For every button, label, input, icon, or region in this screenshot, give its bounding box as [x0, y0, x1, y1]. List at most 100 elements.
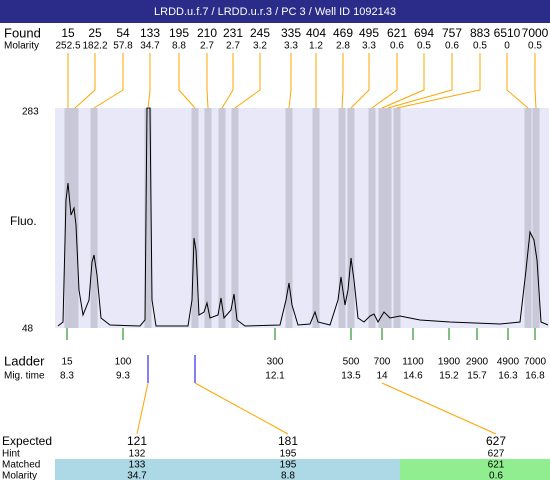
peak-band — [384, 108, 392, 328]
peak-band — [64, 108, 72, 328]
ladder-size: 7000 — [524, 357, 547, 368]
matched-bg — [55, 459, 400, 471]
expected-hint: 132 — [129, 449, 146, 460]
peak-molarity: 182.2 — [82, 41, 107, 52]
peak-connector — [178, 53, 196, 109]
peak-connector — [221, 53, 234, 109]
expected-expected: 181 — [278, 434, 298, 448]
peak-size: 621 — [387, 26, 407, 40]
peak-connector — [234, 53, 261, 109]
peak-molarity: 0.5 — [417, 41, 431, 52]
ladder-time: 9.3 — [116, 371, 130, 382]
peak-band — [378, 108, 386, 328]
molarity-label: Molarity — [4, 41, 39, 52]
peak-connector — [147, 53, 151, 109]
connector — [136, 382, 149, 435]
expected-molarity: 8.8 — [281, 471, 295, 480]
expected-matched: 621 — [488, 460, 505, 471]
peak-size: 15 — [61, 26, 75, 40]
peak-band — [347, 108, 355, 328]
ladder-time: 13.5 — [341, 371, 361, 382]
peak-connector — [371, 53, 398, 109]
peak-size: 6510 — [494, 26, 521, 40]
peak-size: 54 — [116, 26, 130, 40]
expected-molarity: 34.7 — [127, 471, 147, 480]
peak-molarity: 0.5 — [473, 41, 487, 52]
peak-size: 25 — [88, 26, 102, 40]
ladder-time: 16.3 — [498, 371, 518, 382]
row-label: Matched — [2, 460, 40, 471]
peak-band — [204, 108, 212, 328]
peak-molarity: 3.3 — [284, 41, 298, 52]
peak-band — [191, 108, 199, 328]
peak-size: 495 — [359, 26, 379, 40]
peak-molarity: 57.8 — [113, 41, 133, 52]
peak-band — [368, 108, 376, 328]
peak-band — [393, 108, 401, 328]
peak-band — [285, 108, 293, 328]
peak-connector — [381, 53, 425, 109]
peak-connector — [506, 53, 529, 109]
ladder-time: 16.8 — [525, 371, 545, 382]
y-max: 283 — [22, 107, 39, 118]
ladder-time: 15.7 — [467, 371, 487, 382]
peak-band — [532, 108, 540, 328]
row-label: Expected — [2, 434, 52, 448]
peak-band — [338, 108, 346, 328]
ladder-size: 1100 — [402, 357, 424, 368]
ladder-time: 8.3 — [60, 371, 74, 382]
peak-connector — [206, 53, 209, 109]
ladder-size: 300 — [267, 357, 284, 368]
peak-size: 231 — [223, 26, 243, 40]
peak-molarity: 252.5 — [55, 41, 80, 52]
title-bar — [0, 0, 550, 23]
ladder-size: 500 — [343, 357, 360, 368]
peak-size: 210 — [197, 26, 217, 40]
peak-band — [144, 108, 152, 328]
peak-connector — [93, 53, 124, 109]
peak-size: 195 — [169, 26, 189, 40]
peak-size: 335 — [281, 26, 301, 40]
expected-matched: 133 — [129, 460, 146, 471]
ladder-time: 15.2 — [439, 371, 459, 382]
ladder-time: 12.1 — [265, 371, 285, 382]
peak-size: 7000 — [522, 26, 549, 40]
peak-band — [231, 108, 239, 328]
ladder-time: 14.6 — [403, 371, 423, 382]
y-label: Fluo. — [10, 214, 37, 228]
ladder-size: 1900 — [438, 357, 461, 368]
peak-connector — [387, 53, 453, 109]
plot-area — [55, 108, 549, 328]
peak-molarity: 0.5 — [528, 41, 542, 52]
row-label: Molarity — [2, 471, 37, 480]
peak-band — [524, 108, 532, 328]
ladder-size: 100 — [115, 357, 132, 368]
expected-hint: 627 — [488, 449, 505, 460]
peak-band — [90, 108, 98, 328]
y-min: 48 — [22, 324, 34, 335]
expected-molarity: 0.6 — [489, 471, 503, 480]
peak-connector — [396, 53, 481, 109]
peak-connector — [288, 53, 292, 109]
peak-molarity: 0.6 — [445, 41, 459, 52]
peak-connector — [74, 53, 96, 109]
trace — [57, 107, 549, 327]
found-label: Found — [4, 25, 41, 40]
peak-size: 757 — [442, 26, 462, 40]
ladder-size: 700 — [374, 357, 391, 368]
expected-expected: 627 — [486, 434, 506, 448]
ladder-size: 15 — [61, 357, 73, 368]
peak-band — [312, 108, 320, 328]
peak-molarity: 0 — [504, 41, 510, 52]
peak-band — [218, 108, 226, 328]
expected-expected: 121 — [127, 434, 147, 448]
mig-time-label: Mig. time — [4, 371, 45, 382]
peak-connector — [341, 53, 344, 109]
peak-molarity: 2.7 — [226, 41, 240, 52]
ladder-time: 14 — [376, 371, 388, 382]
connector — [194, 382, 289, 435]
peak-size: 469 — [333, 26, 353, 40]
ladder-size: 2900 — [466, 357, 489, 368]
peak-molarity: 2.8 — [336, 41, 350, 52]
